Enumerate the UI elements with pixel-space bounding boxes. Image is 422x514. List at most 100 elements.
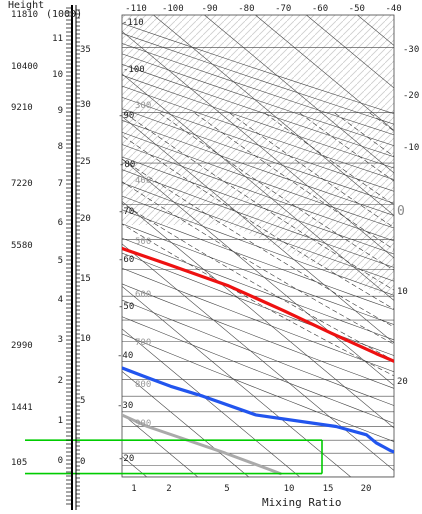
pressure-label: 800	[135, 380, 151, 390]
height-kft-tick: 35	[80, 45, 91, 55]
grid-layer	[121, 14, 395, 478]
dry-adiabat	[122, 182, 394, 282]
dry-adiabat	[122, 108, 394, 204]
isotherm-line	[204, 15, 394, 174]
height-label-m: 9210	[11, 103, 33, 113]
height-kft-tick: 5	[80, 396, 85, 406]
isotherm-line	[122, 158, 394, 386]
series-clip	[122, 246, 394, 476]
height-kft-tick: 20	[80, 214, 91, 224]
isotherm-line	[122, 370, 249, 477]
dry-adiabat	[122, 316, 394, 424]
top-temperature-tick-label: -50	[349, 4, 365, 14]
isotherm-line	[122, 200, 394, 429]
isotherm-label: -50	[118, 302, 134, 312]
right-temperature-label: 20	[397, 377, 408, 387]
mixing-ratio-tick-label: 5	[224, 484, 229, 494]
isotherm-line	[122, 328, 300, 477]
height-kft-tick: 15	[80, 274, 91, 284]
height-km-tick: 3	[58, 335, 63, 345]
dry-adiabat	[122, 120, 394, 216]
isotherm-label: -60	[118, 255, 134, 265]
pressure-label: 300	[135, 101, 151, 111]
plot-area	[122, 15, 394, 477]
mixing-ratio-tick-label: 10	[284, 484, 295, 494]
dry-adiabat	[122, 169, 394, 268]
mixing-ratio-tick-label: 2	[166, 484, 171, 494]
height-label-m: 5580	[11, 241, 33, 251]
moist-adiabat	[122, 223, 394, 377]
isotherm-line	[122, 285, 351, 477]
height-label-m: 11810	[11, 10, 38, 20]
height-km-tick: 1	[58, 416, 63, 426]
dry-adiabat	[122, 267, 394, 373]
height-km-tick: 8	[58, 142, 63, 152]
isotherm-line	[122, 243, 394, 471]
isotherm-label: -70	[118, 207, 134, 217]
top-temperature-tick-label: -80	[238, 4, 254, 14]
height-label-m: 10400	[11, 62, 38, 72]
height-label-m: 2990	[11, 341, 33, 351]
isotherm-line	[153, 15, 394, 216]
label-layer: -110 -100 -90 -80 -70 -60 -50 -40-110-100-90-80…	[8, 0, 419, 510]
mixing-ratio-tick-label: 1	[131, 484, 136, 494]
hatched-region	[230, 225, 394, 300]
kft-axis-title: (1000)	[46, 9, 82, 20]
moist-adiabat	[193, 112, 394, 250]
height-km-tick: 11	[52, 34, 63, 44]
isotherm-label: -90	[118, 111, 134, 121]
moist-adiabat	[122, 181, 394, 345]
top-temperature-tick-label: -70	[275, 4, 291, 14]
right-temperature-label: -30	[403, 45, 419, 55]
isotherm-line	[122, 115, 394, 344]
height-km-tick: 2	[58, 376, 63, 386]
height-km-tick: 10	[52, 70, 63, 80]
height-km-tick: 6	[58, 218, 63, 228]
isotherm-label: -110	[122, 18, 144, 28]
right-temperature-label: -10	[403, 143, 419, 153]
height-label-m: 105	[11, 458, 27, 468]
height-axis-title: Height	[8, 0, 44, 11]
moist-adiabat	[158, 112, 394, 271]
right-temperature-label: -20	[403, 91, 419, 101]
zero-isotherm-label: 0	[397, 204, 405, 219]
top-temperature-tick-label: -90	[201, 4, 217, 14]
top-temperature-tick-label: -40	[385, 4, 401, 14]
isotherm-label: -100	[123, 65, 145, 75]
height-km-tick: 0	[58, 456, 63, 466]
mixing-ratio-tick-label: 15	[323, 484, 334, 494]
isotherm-line	[122, 73, 394, 301]
isotherm-label: -80	[119, 160, 135, 170]
isotherm-label: -30	[117, 401, 133, 411]
height-kft-tick: 0	[80, 457, 85, 467]
isotherm-label: -40	[117, 351, 133, 361]
height-kft-tick: 10	[80, 334, 91, 344]
pressure-label: 400	[135, 176, 151, 186]
series-dewpoint	[122, 366, 394, 454]
height-km-tick: 9	[58, 106, 63, 116]
height-km-tick: 4	[58, 295, 63, 305]
moist-adiabat	[123, 112, 394, 291]
height-km-tick: 5	[58, 256, 63, 266]
right-temperature-label: 10	[397, 287, 408, 297]
height-kft-tick: 30	[80, 100, 91, 110]
pressure-label: 600	[135, 290, 151, 300]
plot-frame	[121, 14, 395, 478]
moist-adiabat	[122, 202, 394, 361]
mixing-ratio-tick-label: 20	[361, 484, 372, 494]
height-kft-tick: 25	[80, 157, 91, 167]
dry-adiabat	[122, 156, 394, 255]
dry-adiabat	[122, 299, 394, 406]
pressure-label: 500	[135, 237, 151, 247]
dry-adiabat	[122, 131, 394, 229]
height-label-m: 7220	[11, 179, 33, 189]
series-mixing-ratio-reference	[122, 413, 282, 476]
dry-adiabat	[122, 252, 394, 356]
isotherm-line	[122, 30, 394, 259]
height-label-m: 1441	[11, 403, 33, 413]
mixing-ratio-axis-title: Mixing Ratio	[262, 496, 341, 509]
height-km-tick: 7	[58, 179, 63, 189]
pressure-label: 900	[135, 419, 151, 429]
top-temperature-tick-label: -110	[125, 4, 147, 14]
